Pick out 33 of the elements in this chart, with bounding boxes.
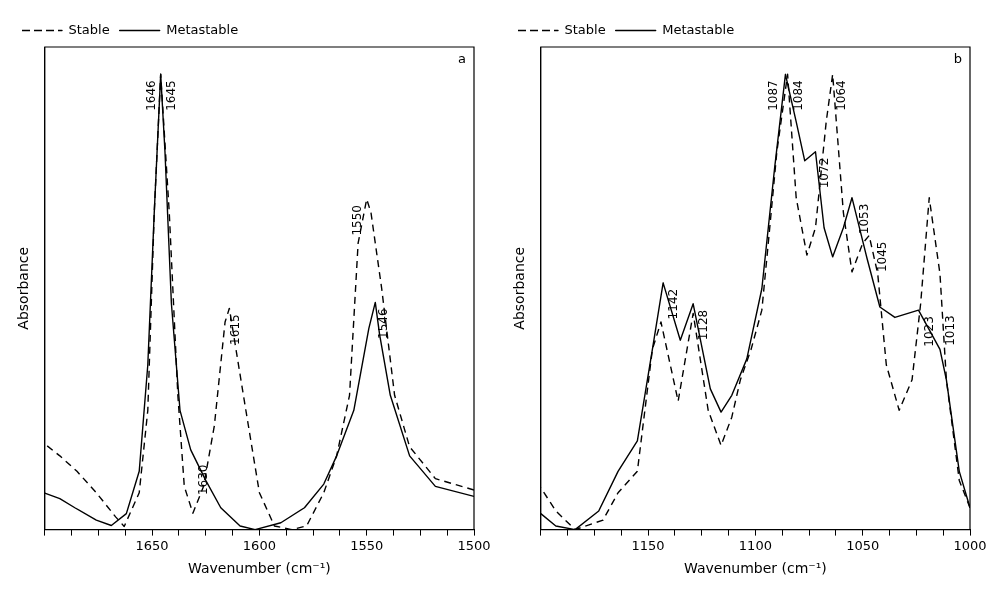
annotation: 1615 <box>228 314 243 345</box>
annotation: 1645 <box>163 80 178 111</box>
annotation: 1142 <box>666 288 681 320</box>
x-tick-label: 1500 <box>457 537 491 553</box>
annotation: 1064 <box>833 80 848 111</box>
legend-label: Stable <box>68 21 110 37</box>
annotation: 1128 <box>696 309 711 341</box>
legend-label: Metastable <box>662 21 735 37</box>
annotation: 1646 <box>143 80 158 111</box>
y-axis-title: Absorbance <box>15 246 32 330</box>
text: a <box>458 50 466 66</box>
annotation: 1087 <box>766 80 781 111</box>
x-tick-label: 1000 <box>953 537 987 553</box>
legend-label: Metastable <box>166 21 239 37</box>
x-tick-label: 1550 <box>350 537 384 553</box>
annotation: 1630 <box>196 464 211 496</box>
annotation: 1013 <box>943 315 958 346</box>
x-tick-label: 1150 <box>631 537 665 553</box>
x-tick-label: 1600 <box>242 537 276 553</box>
annotation: 1546 <box>376 308 391 339</box>
x-axis-title: Wavenumber (cm⁻¹) <box>188 560 331 577</box>
y-axis-title: Absorbance <box>511 246 528 330</box>
text: b <box>953 50 962 66</box>
annotation: 1550 <box>349 205 364 236</box>
legend-label: Stable <box>564 21 606 37</box>
x-tick-label: 1650 <box>135 537 169 553</box>
x-tick-label: 1100 <box>738 537 772 553</box>
annotation: 1084 <box>790 80 805 111</box>
annotation: 1023 <box>921 316 936 347</box>
annotation: 1053 <box>857 203 872 235</box>
annotation: 1045 <box>874 241 889 273</box>
x-tick-label: 1050 <box>846 537 880 553</box>
x-axis-title: Wavenumber (cm⁻¹) <box>684 560 827 577</box>
